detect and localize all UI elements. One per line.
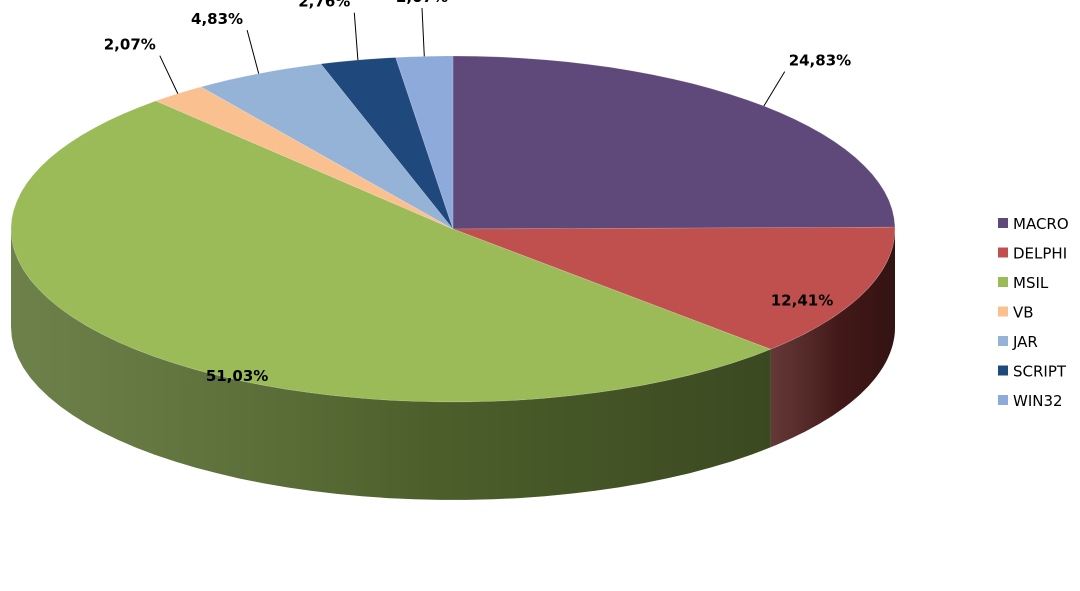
legend-item-win32: WIN32	[998, 392, 1063, 410]
legend-swatch-win32	[998, 395, 1008, 405]
legend-item-vb: VB	[998, 304, 1034, 322]
pie-side-msil	[11, 229, 771, 500]
legend-label-macro: MACRO	[1013, 215, 1069, 233]
pie-slice-delphi	[452, 226, 896, 350]
data-label-win32: 2,07%	[396, 0, 448, 6]
legend-label-win32: WIN32	[1013, 392, 1063, 410]
legend-item-macro: MACRO	[998, 215, 1069, 233]
data-labels: 24,83% 12,41% 51,03% 2,07% 4,83% 2,76% 2,07%	[104, 0, 851, 385]
leader-lines	[159, 7, 786, 107]
data-label-vb: 2,07%	[104, 36, 156, 54]
leader-line-script	[353, 12, 359, 61]
leader-line-win32	[421, 7, 425, 57]
legend-item-msil: MSIL	[998, 274, 1049, 292]
legend-item-jar: JAR	[998, 333, 1038, 351]
legend-item-script: SCRIPT	[998, 363, 1067, 381]
legend-swatch-vb	[998, 306, 1008, 317]
pie-slice-macro	[452, 55, 896, 230]
legend-swatch-jar	[998, 336, 1008, 346]
legend-item-delphi: DELPHI	[998, 245, 1067, 263]
leader-line-macro	[763, 71, 786, 107]
legend-label-vb: VB	[1013, 304, 1034, 322]
data-label-msil: 51,03%	[206, 367, 268, 385]
legend-swatch-delphi	[998, 247, 1008, 258]
leader-line-jar	[246, 29, 260, 74]
legend-label-script: SCRIPT	[1013, 363, 1067, 381]
leader-line-vb	[159, 55, 179, 94]
pie-sides	[11, 229, 895, 500]
pie-side-delphi	[770, 229, 895, 448]
legend-label-msil: MSIL	[1013, 274, 1049, 292]
legend-swatch-macro	[998, 218, 1008, 228]
pie-slices	[10, 55, 896, 403]
legend-label-delphi: DELPHI	[1013, 245, 1067, 263]
data-label-delphi: 12,41%	[771, 291, 833, 309]
data-label-jar: 4,83%	[191, 10, 243, 28]
legend-swatch-msil	[998, 277, 1008, 287]
legend-label-jar: JAR	[1012, 333, 1038, 351]
data-label-macro: 24,83%	[789, 52, 851, 70]
legend-swatch-script	[998, 365, 1008, 376]
data-label-script: 2,76%	[298, 0, 350, 11]
pie-slice-msil	[10, 100, 772, 403]
legend: MACRO DELPHI MSIL VB JAR SCRIPT WIN32	[998, 215, 1069, 410]
